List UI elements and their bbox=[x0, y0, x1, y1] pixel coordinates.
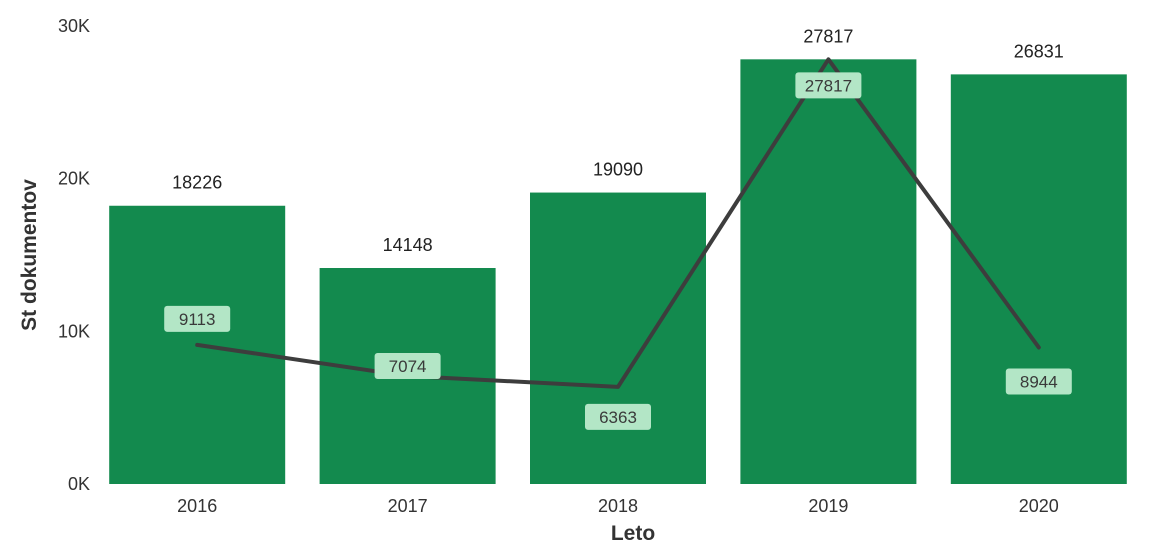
y-tick-label: 10K bbox=[58, 321, 90, 341]
line-data-label-box bbox=[795, 72, 862, 99]
x-tick-label: 2018 bbox=[598, 496, 638, 516]
line-data-label: 27817 bbox=[805, 76, 852, 95]
line-data-label: 9113 bbox=[179, 310, 216, 329]
bar bbox=[530, 192, 706, 484]
bar-data-label: 27817 bbox=[803, 26, 853, 46]
line-data-label: 6363 bbox=[599, 408, 637, 427]
bar-series bbox=[109, 59, 1127, 484]
line-path bbox=[195, 57, 1041, 389]
x-tick-label: 2020 bbox=[1019, 496, 1059, 516]
line-data-labels: 9113 7074 6363 27817 8944 bbox=[164, 72, 1072, 430]
bar-data-label: 19090 bbox=[593, 160, 643, 180]
bar-data-label: 14148 bbox=[383, 235, 433, 255]
bar bbox=[950, 74, 1127, 484]
line-data-label: 8944 bbox=[1020, 372, 1058, 391]
x-axis: 2016 2017 2018 2019 2020 bbox=[177, 496, 1059, 516]
line-data-label-box bbox=[585, 403, 651, 430]
bar-data-label: 18226 bbox=[172, 173, 222, 193]
x-tick-label: 2016 bbox=[177, 496, 217, 516]
line-data-label-box bbox=[374, 353, 441, 380]
y-tick-label: 0K bbox=[68, 474, 90, 494]
y-tick-label: 30K bbox=[58, 16, 90, 36]
bar bbox=[740, 59, 917, 484]
y-axis: 0K 10K 20K 30K bbox=[58, 16, 90, 494]
bar-data-labels: 18226 14148 19090 27817 26831 bbox=[172, 26, 1064, 255]
y-axis-title: St dokumentov bbox=[18, 179, 41, 331]
line-data-label: 7074 bbox=[389, 357, 427, 376]
bar-data-label: 26831 bbox=[1014, 41, 1064, 61]
line-series bbox=[195, 57, 1041, 389]
line-data-label-box bbox=[164, 305, 231, 332]
x-tick-label: 2019 bbox=[808, 496, 848, 516]
line-data-label-box bbox=[1005, 368, 1072, 395]
x-tick-label: 2017 bbox=[388, 496, 428, 516]
y-tick-label: 20K bbox=[58, 169, 90, 189]
x-axis-title: Leto bbox=[611, 522, 655, 545]
